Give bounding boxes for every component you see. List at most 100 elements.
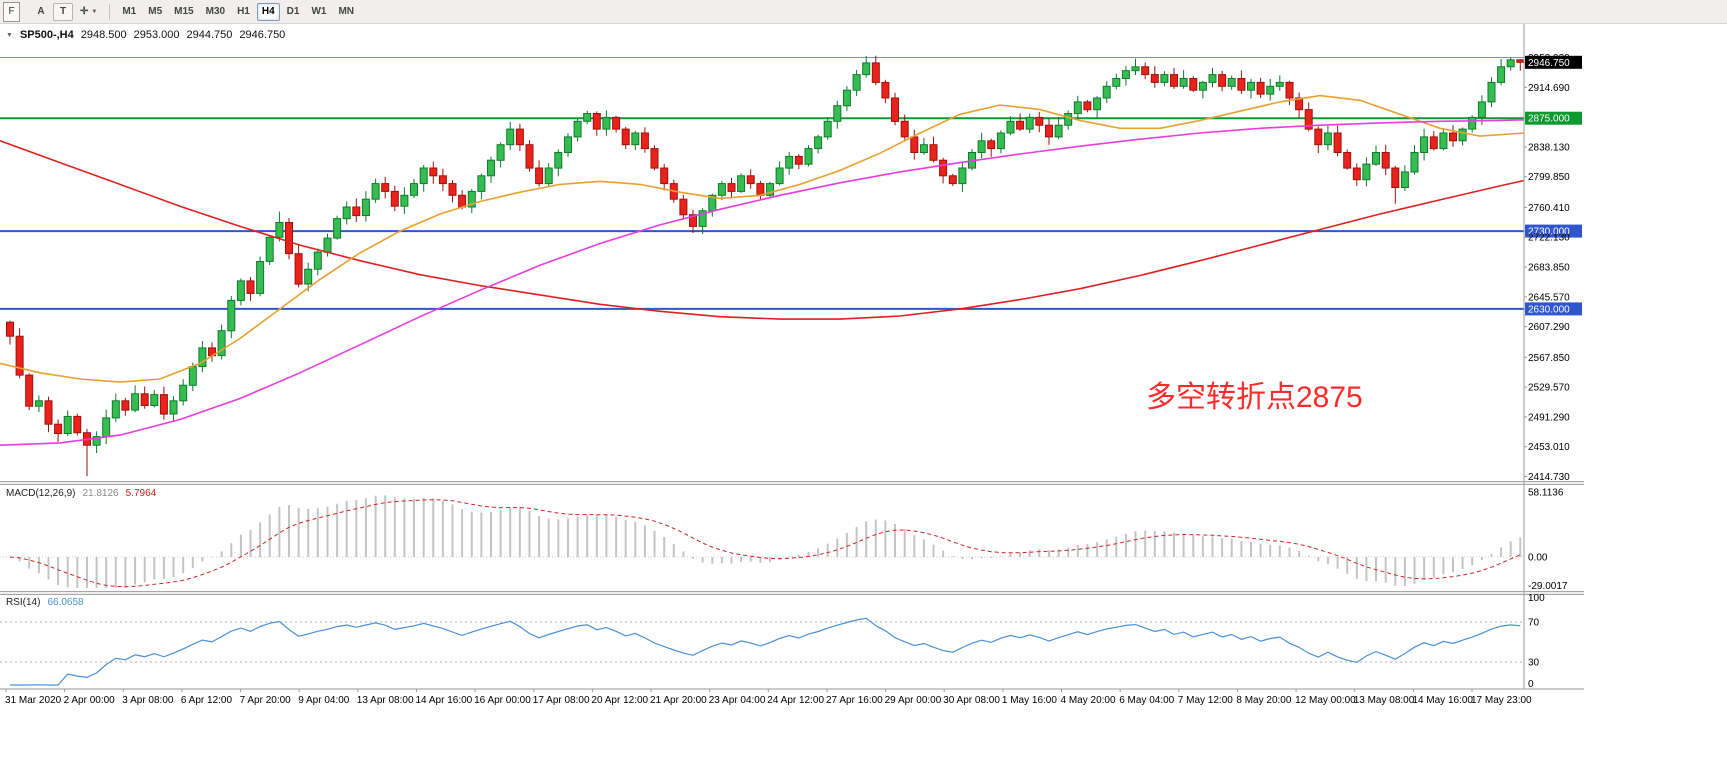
svg-text:0.00: 0.00 (1528, 553, 1548, 564)
candle (333, 218, 342, 239)
svg-text:8 May 20:00: 8 May 20:00 (1236, 695, 1291, 706)
rsi-line (10, 617, 1521, 686)
candle (1487, 81, 1496, 103)
candle (410, 183, 418, 196)
candle (679, 198, 688, 216)
timeframe-h4-button[interactable]: H4 (256, 2, 280, 21)
candle (1372, 152, 1380, 165)
cursor-tool-button[interactable]: ✛ ▼ (75, 3, 102, 21)
svg-text:17 Apr 08:00: 17 Apr 08:00 (533, 695, 590, 706)
candle (1420, 136, 1429, 153)
timeframe-mn-button[interactable]: MN (338, 6, 355, 17)
candle (1083, 101, 1092, 111)
hline-objects-layer[interactable] (0, 57, 1524, 310)
svg-text:2722.130: 2722.130 (1528, 233, 1570, 244)
candle (1275, 81, 1284, 87)
candle (1035, 116, 1044, 126)
candle (708, 194, 717, 212)
svg-text:2 Apr 00:00: 2 Apr 00:00 (64, 695, 116, 706)
candle (977, 140, 986, 154)
toolbar-separator (109, 3, 111, 20)
svg-text:100: 100 (1528, 593, 1545, 604)
svg-text:2683.850: 2683.850 (1528, 263, 1570, 274)
svg-text:2630.000: 2630.000 (1528, 304, 1570, 315)
svg-text:-29.0017: -29.0017 (1528, 581, 1568, 592)
candle (1227, 78, 1236, 87)
candle (265, 236, 274, 262)
candle (352, 206, 361, 217)
svg-text:29 Apr 00:00: 29 Apr 00:00 (885, 695, 942, 706)
svg-text:24 Apr 12:00: 24 Apr 12:00 (767, 695, 824, 706)
timeframe-m15-button[interactable]: M15 (174, 6, 194, 17)
candle (381, 183, 390, 192)
candle (1121, 70, 1130, 79)
candle (987, 140, 996, 150)
macd-header: MACD(12,26,9) 21.8126 5.7964 (6, 488, 156, 499)
candle (833, 105, 842, 122)
candle (544, 167, 553, 185)
candle (208, 347, 216, 357)
one-click-trading-arrow-icon[interactable]: ▼ (6, 31, 13, 39)
candle (285, 222, 293, 255)
candle (1516, 59, 1525, 63)
candle (804, 148, 813, 165)
timeframe-h1-button[interactable]: H1 (237, 6, 250, 17)
candle (1218, 74, 1227, 87)
candle (785, 155, 794, 169)
svg-text:2799.850: 2799.850 (1528, 172, 1570, 183)
candle (477, 175, 486, 192)
candle (227, 299, 236, 332)
candle (1304, 109, 1313, 130)
chart-profile-button[interactable]: F (3, 1, 20, 22)
candle (823, 120, 832, 138)
candle (689, 214, 697, 227)
candle (371, 183, 380, 200)
arrow-tool-button[interactable]: A (37, 6, 45, 17)
text-tool-button[interactable]: T (53, 2, 73, 21)
candle (111, 400, 120, 419)
candle (458, 194, 467, 208)
candle (44, 400, 53, 425)
svg-text:30: 30 (1528, 658, 1540, 669)
candle (1160, 74, 1169, 83)
candle (602, 116, 611, 130)
annotation-text[interactable]: 多空转折点2875 (1146, 381, 1363, 414)
candle (881, 81, 890, 99)
svg-text:6 May 04:00: 6 May 04:00 (1119, 695, 1174, 706)
svg-text:6 Apr 12:00: 6 Apr 12:00 (181, 695, 233, 706)
timeframe-m1-button[interactable]: M1 (122, 6, 137, 17)
candle (131, 393, 140, 411)
candle (34, 400, 43, 407)
svg-text:2952.920: 2952.920 (1528, 53, 1570, 64)
timeframe-w1-button[interactable]: W1 (311, 6, 327, 17)
candle (554, 152, 563, 169)
candle (6, 321, 14, 337)
candle (150, 394, 159, 407)
close-price-label: 2946.750 (239, 29, 286, 41)
candle (717, 183, 726, 196)
timeframe-m5-button[interactable]: M5 (148, 6, 163, 17)
candle (794, 155, 803, 165)
candle (1323, 132, 1332, 146)
candle (92, 436, 101, 446)
candle (1150, 74, 1159, 83)
candle (746, 175, 755, 185)
svg-text:7 May 12:00: 7 May 12:00 (1178, 695, 1233, 706)
candle (1410, 152, 1419, 173)
candle (217, 330, 226, 357)
candle (179, 384, 188, 402)
svg-text:2529.570: 2529.570 (1528, 383, 1570, 394)
ma-red (0, 140, 1525, 320)
candle (1054, 124, 1063, 138)
timeframe-d1-button[interactable]: D1 (286, 6, 300, 17)
candle (535, 167, 544, 185)
candle (1381, 152, 1390, 169)
candle (1131, 66, 1140, 72)
time-axis[interactable]: 31 Mar 2020 2 Apr 00:00 3 Apr 08:00 6 Apr 1… (0, 688, 1584, 706)
candle (1362, 163, 1371, 181)
timeframe-m30-button[interactable]: M30 (205, 6, 226, 17)
candle (948, 175, 957, 185)
